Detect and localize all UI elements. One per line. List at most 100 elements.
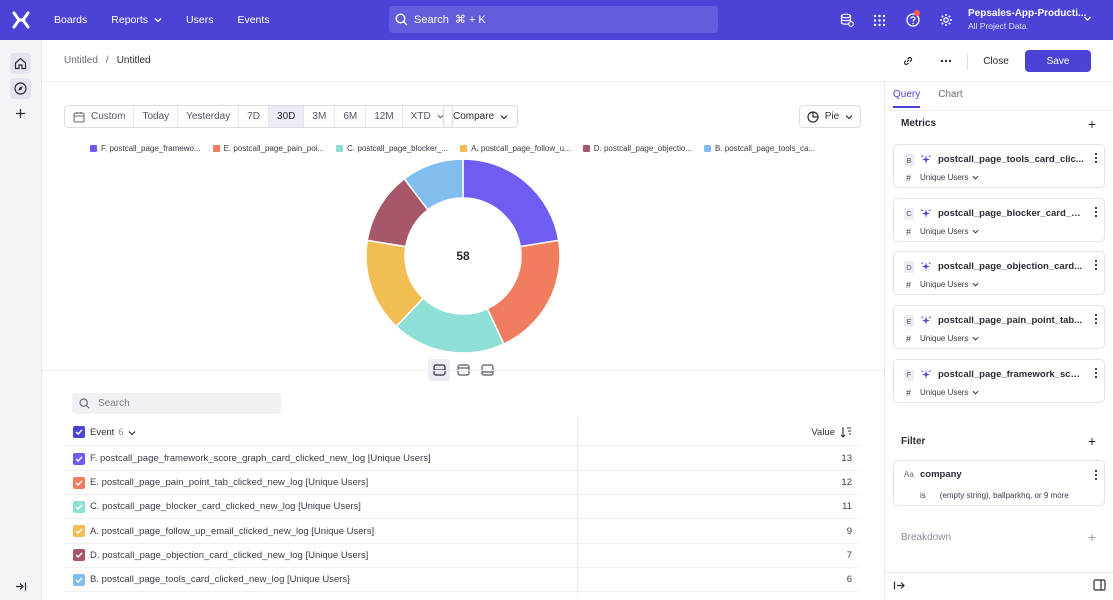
row-checkbox[interactable]: [73, 452, 85, 465]
date-xtd[interactable]: XTD: [403, 106, 452, 127]
event-column-header[interactable]: Event 6: [90, 427, 136, 438]
chart-type-label: Pie: [824, 111, 840, 122]
legend-item[interactable]: E. postcall_page_pain_poi...: [212, 144, 324, 153]
table-row[interactable]: F. postcall_page_framework_score_graph_c…: [64, 447, 860, 471]
filter-condition: is (empty string), ballparkhq, or 9 more: [920, 491, 1069, 500]
filter-value: (empty string), ballparkhq, or 9 more: [939, 491, 1069, 500]
legend-item[interactable]: A. postcall_page_follow_u...: [460, 144, 571, 153]
date-custom[interactable]: Custom: [65, 106, 135, 127]
metric-aggregation-dropdown[interactable]: Unique Users: [920, 388, 979, 397]
chart-type-dropdown[interactable]: Pie: [799, 105, 861, 128]
nav-reports[interactable]: Reports: [99, 14, 174, 26]
collapse-panel-button[interactable]: [893, 580, 905, 594]
chevron-down-icon: [972, 175, 979, 180]
row-checkbox[interactable]: [73, 549, 85, 562]
table-row[interactable]: C. postcall_page_blocker_card_clicked_ne…: [64, 495, 860, 520]
top-icons: [830, 0, 962, 40]
expand-sidebar-button[interactable]: [10, 576, 31, 597]
date-yesterday[interactable]: Yesterday: [178, 106, 240, 127]
legend-item[interactable]: D. postcall_page_objectio...: [582, 144, 693, 153]
row-checkbox[interactable]: [73, 500, 85, 513]
date-7d[interactable]: 7D: [239, 106, 270, 127]
more-vertical-icon[interactable]: [1094, 469, 1098, 481]
more-vertical-icon[interactable]: [1094, 152, 1098, 164]
metric-aggregation-dropdown[interactable]: Unique Users: [920, 334, 979, 343]
settings-icon[interactable]: [929, 0, 962, 40]
help-icon[interactable]: [896, 0, 929, 40]
project-switcher[interactable]: Pepsales-App-Producti... All Project Dat…: [968, 7, 1100, 33]
event-sparkle-icon: [921, 316, 931, 326]
toggle-panel-button[interactable]: [1093, 579, 1106, 594]
header-divider: [967, 54, 968, 70]
save-button[interactable]: Save: [1025, 50, 1091, 72]
check-icon: [75, 504, 83, 510]
database-icon[interactable]: [830, 0, 863, 40]
add-breakdown-button[interactable]: +: [1087, 529, 1096, 545]
metric-card[interactable]: B postcall_page_tools_card_clic... # Uni…: [893, 144, 1105, 188]
value-column-header[interactable]: Value: [811, 426, 852, 438]
compare-dropdown[interactable]: Compare: [443, 105, 519, 128]
notification-dot: [914, 10, 920, 16]
legend-item[interactable]: F. postcall_page_framewo...: [90, 144, 201, 153]
metric-aggregation-dropdown[interactable]: Unique Users: [920, 280, 979, 289]
string-type-icon: Aa: [904, 470, 914, 479]
more-vertical-icon[interactable]: [1094, 367, 1098, 379]
more-vertical-icon[interactable]: [1094, 206, 1098, 218]
row-checkbox[interactable]: [73, 476, 85, 489]
apps-grid-icon[interactable]: [863, 0, 896, 40]
table-row[interactable]: B. postcall_page_tools_card_clicked_new_…: [64, 568, 860, 592]
table-row[interactable]: E. postcall_page_pain_point_tab_clicked_…: [64, 471, 860, 496]
chart-table-divider: [42, 370, 884, 371]
date-12m[interactable]: 12M: [366, 106, 403, 127]
more-options-button[interactable]: [936, 50, 956, 72]
add-metric-button[interactable]: +: [1087, 116, 1096, 132]
left-rail: [0, 40, 42, 600]
date-6m[interactable]: 6M: [335, 106, 367, 127]
add-button[interactable]: [10, 103, 31, 124]
select-all-checkbox[interactable]: [73, 426, 85, 438]
pie-slice[interactable]: [403, 158, 464, 211]
metric-card[interactable]: C postcall_page_blocker_card_c... # Uniq…: [893, 197, 1105, 242]
date-today[interactable]: Today: [134, 106, 179, 127]
breadcrumb-report[interactable]: Untitled: [116, 55, 151, 66]
legend-item[interactable]: C. postcall_page_blocker_...: [336, 144, 448, 153]
legend-label: D. postcall_page_objectio...: [593, 144, 693, 153]
event-sparkle-icon: [921, 369, 931, 379]
row-value: 7: [846, 549, 852, 561]
metric-card[interactable]: E postcall_page_pain_point_tab... # Uniq…: [893, 305, 1105, 350]
table-row[interactable]: A. postcall_page_follow_up_email_clicked…: [64, 520, 860, 544]
discover-button[interactable]: [10, 78, 31, 99]
metric-aggregation-dropdown[interactable]: Unique Users: [920, 173, 979, 182]
metric-card[interactable]: D postcall_page_objection_card... # Uniq…: [893, 251, 1105, 296]
row-checkbox[interactable]: [73, 573, 85, 586]
tab-chart[interactable]: Chart: [938, 89, 963, 100]
legend-item[interactable]: B. postcall_page_tools_ca...: [704, 144, 815, 153]
project-name: Pepsales-App-Producti...: [968, 8, 1087, 19]
metric-letter: C: [904, 207, 914, 220]
global-search[interactable]: Search ⌘ + K: [389, 6, 718, 33]
metric-aggregation-dropdown[interactable]: Unique Users: [920, 227, 979, 236]
metric-card[interactable]: F postcall_page_framework_sco... # Uniqu…: [893, 358, 1105, 403]
breakdown-title[interactable]: Breakdown: [901, 532, 952, 543]
breadcrumb-board[interactable]: Untitled: [64, 55, 98, 66]
copy-link-button[interactable]: [898, 50, 918, 72]
nav-users[interactable]: Users: [174, 14, 225, 26]
date-3m[interactable]: 3M: [304, 106, 336, 127]
date-30d[interactable]: 30D: [269, 106, 305, 127]
tab-query[interactable]: Query: [893, 89, 921, 108]
nav-boards[interactable]: Boards: [42, 14, 99, 26]
app-logo-icon[interactable]: [0, 0, 42, 40]
close-button[interactable]: Close: [983, 55, 1009, 67]
numeric-type-icon: #: [906, 280, 912, 291]
date-custom-label: Custom: [91, 111, 126, 122]
nav-events[interactable]: Events: [225, 14, 281, 26]
more-vertical-icon[interactable]: [1094, 313, 1098, 325]
more-vertical-icon[interactable]: [1094, 259, 1098, 271]
compare-label: Compare: [453, 111, 495, 122]
row-checkbox[interactable]: [73, 525, 85, 538]
table-row[interactable]: D. postcall_page_objection_card_clicked_…: [64, 544, 860, 568]
home-button[interactable]: [10, 53, 31, 74]
filter-card[interactable]: Aa company is (empty string), ballparkhq…: [893, 460, 1105, 506]
table-search-input[interactable]: Search: [72, 393, 281, 414]
add-filter-button[interactable]: +: [1087, 433, 1096, 449]
